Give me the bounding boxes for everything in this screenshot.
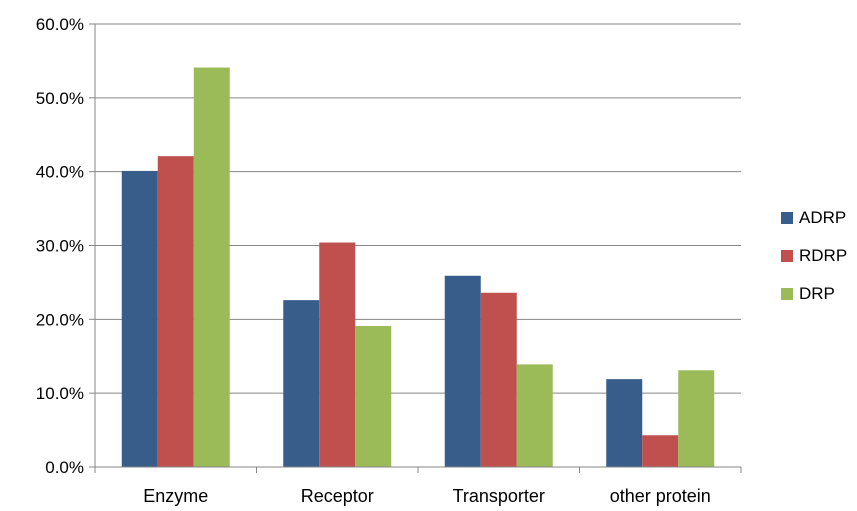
legend: ADRP RDRP DRP — [781, 208, 847, 322]
y-tick-label: 50.0% — [36, 89, 84, 108]
legend-item: ADRP — [781, 208, 847, 227]
y-tick-label: 40.0% — [36, 163, 84, 182]
x-axis-labels: Enzyme Receptor Transporter other protein — [143, 486, 711, 506]
bar-drp-receptor — [355, 325, 392, 467]
bar-adrp-enzyme — [121, 170, 158, 467]
bar-adrp-transporter — [444, 275, 481, 467]
legend-swatch — [781, 211, 793, 224]
y-axis-ticks: 0.0% 10.0% 20.0% 30.0% 40.0% 50.0% 60.0% — [36, 15, 95, 477]
bar-rdrp-transporter — [480, 292, 517, 467]
legend-swatch — [781, 287, 793, 300]
bar-rdrp-receptor — [319, 242, 356, 467]
bar-drp-transporter — [516, 364, 553, 467]
legend-item: DRP — [781, 284, 847, 303]
x-category-label: Receptor — [301, 486, 374, 506]
bar-adrp-receptor — [283, 300, 320, 467]
x-category-label: other protein — [610, 486, 711, 506]
axes — [94, 24, 742, 473]
bar-adrp-other-protein — [606, 379, 643, 467]
bars — [121, 67, 715, 467]
bar-rdrp-enzyme — [157, 156, 194, 467]
y-tick-label: 10.0% — [36, 384, 84, 403]
y-tick-label: 0.0% — [45, 458, 84, 477]
legend-label: ADRP — [799, 207, 847, 227]
bar-drp-other-protein — [678, 370, 715, 467]
x-category-label: Enzyme — [143, 486, 208, 506]
legend-item: RDRP — [781, 246, 847, 265]
y-tick-label: 20.0% — [36, 310, 84, 329]
legend-label: DRP — [799, 283, 835, 303]
legend-swatch — [781, 249, 793, 262]
bar-drp-enzyme — [193, 67, 230, 467]
bar-rdrp-other-protein — [642, 435, 679, 467]
y-tick-label: 30.0% — [36, 237, 84, 256]
y-tick-label: 60.0% — [36, 15, 84, 34]
x-category-label: Transporter — [453, 486, 545, 506]
legend-label: RDRP — [799, 245, 848, 265]
